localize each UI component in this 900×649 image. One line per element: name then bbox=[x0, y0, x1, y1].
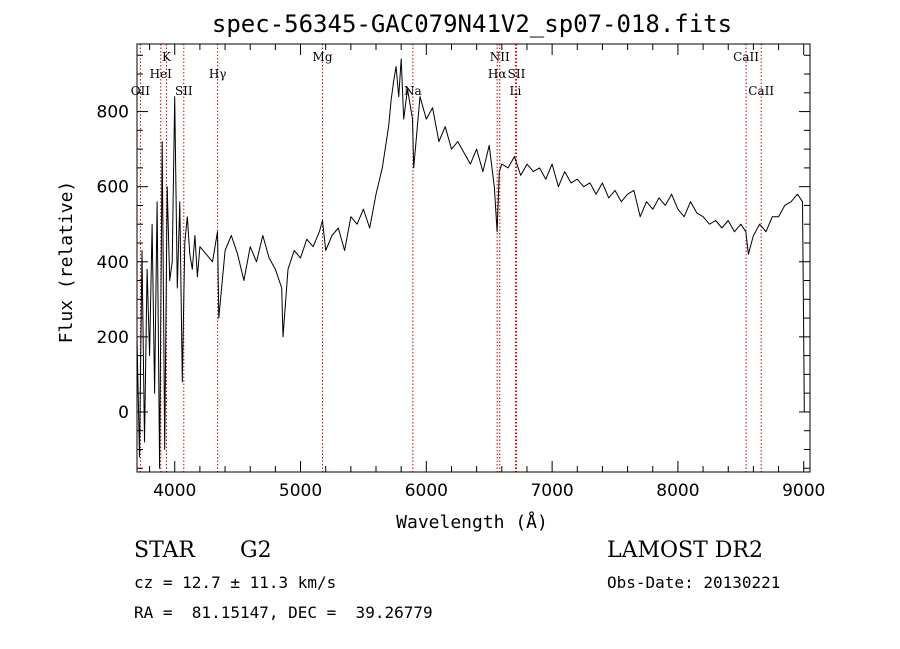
y-tick-label: 600 bbox=[97, 178, 129, 198]
y-tick-label: 200 bbox=[97, 328, 129, 348]
spectral-line-label: CaII bbox=[748, 84, 774, 98]
x-tick-label: 4000 bbox=[153, 481, 196, 501]
spectral-line-label: Hγ bbox=[209, 67, 227, 81]
spectrum-line bbox=[136, 58, 805, 469]
spectral-line-label: OII bbox=[131, 84, 151, 98]
x-tick-label: 6000 bbox=[405, 481, 448, 501]
object-type: STAR bbox=[134, 538, 195, 563]
axis-ticks bbox=[137, 44, 810, 472]
axis-tick-labels: 4000 5000 6000 7000 8000 9000 0 200 400 600 800 bbox=[97, 103, 826, 501]
x-tick-label: 7000 bbox=[530, 481, 573, 501]
spectral-line-label: SII bbox=[175, 84, 193, 98]
observation-date: Obs-Date: 20130221 bbox=[607, 573, 781, 592]
plot-frame bbox=[136, 43, 811, 473]
x-tick-label: 5000 bbox=[279, 481, 322, 501]
spectral-line-label: Li bbox=[509, 84, 521, 98]
spectral-line-label: Hα bbox=[488, 67, 507, 81]
redshift-velocity: cz = 12.7 ± 11.3 km/s bbox=[134, 573, 337, 592]
sky-coordinates: RA = 81.15147, DEC = 39.26779 bbox=[134, 603, 433, 622]
spectral-line-label: CaII bbox=[733, 50, 759, 64]
chart-title: spec-56345-GAC079N41V2_sp07-018.fits bbox=[212, 10, 732, 38]
spectral-line-label: NII bbox=[490, 50, 510, 64]
survey-name: LAMOST DR2 bbox=[607, 538, 763, 563]
y-tick-label: 400 bbox=[97, 253, 129, 273]
object-subclass: G2 bbox=[240, 538, 272, 563]
y-tick-label: 800 bbox=[97, 103, 129, 123]
x-tick-label: 9000 bbox=[782, 481, 825, 501]
x-axis-label: Wavelength (Å) bbox=[396, 511, 548, 533]
spectrum-series bbox=[136, 58, 805, 469]
y-axis-label: Flux (relative) bbox=[56, 181, 77, 344]
spectral-line-label: HeI bbox=[150, 67, 173, 81]
spectral-line-label: K bbox=[162, 50, 172, 64]
y-tick-label: 0 bbox=[118, 403, 129, 423]
spectral-line-label: SII bbox=[508, 67, 526, 81]
spectral-line-label: Mg bbox=[313, 50, 333, 64]
x-tick-label: 8000 bbox=[656, 481, 699, 501]
